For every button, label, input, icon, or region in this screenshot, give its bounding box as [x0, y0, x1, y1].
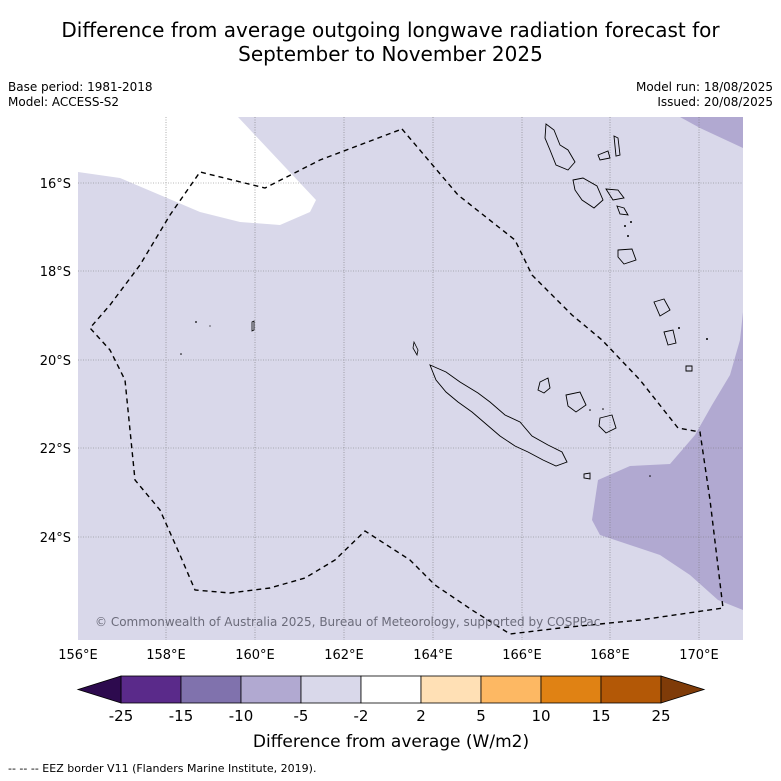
lon-tick-label: 166°E: [502, 648, 542, 663]
gridlines: [78, 117, 743, 640]
lon-tick-label: 164°E: [413, 648, 453, 663]
chesterfield-reef: [251, 320, 255, 332]
lat-tick-label: 20°S: [40, 354, 71, 369]
epi-island: [616, 205, 629, 216]
colorbar-label: -25: [109, 707, 134, 725]
efate-island: [617, 248, 637, 265]
colorbar-swatch: [120, 675, 182, 704]
colorbar-title: Difference from average (W/m2): [253, 732, 529, 752]
ambrym-island: [605, 188, 625, 201]
lat-axis: 16°S 18°S 20°S 22°S 24°S: [40, 177, 71, 546]
colorbar-label: 5: [476, 707, 486, 725]
pentecost-island: [613, 135, 621, 157]
espiritu-santo-island: [544, 123, 576, 171]
anomaly-field-moderate-se: [592, 312, 743, 610]
lon-tick-label: 170°E: [679, 648, 719, 663]
colorbar-label: -10: [229, 707, 254, 725]
anomaly-field-neutral: [78, 117, 316, 225]
colorbar-under-arrow: [76, 675, 122, 704]
aneityum-island: [685, 365, 693, 372]
colorbar-label: -15: [169, 707, 194, 725]
colorbar-swatch: [420, 675, 482, 704]
lifou-island: [565, 391, 587, 413]
erromango-island: [653, 298, 671, 317]
colorbar: [76, 675, 706, 704]
tanna-island: [663, 329, 677, 346]
title-line-2: September to November 2025: [238, 42, 543, 66]
mare-island: [598, 414, 617, 434]
colorbar-swatch: [540, 675, 602, 704]
lon-tick-label: 160°E: [235, 648, 275, 663]
lon-tick-label: 156°E: [58, 648, 98, 663]
anomaly-field-moderate-ne: [680, 117, 743, 148]
colorbar-label: 10: [531, 707, 550, 725]
colorbar-label: -2: [354, 707, 369, 725]
chart-title: Difference from average outgoing longwav…: [0, 18, 781, 66]
new-caledonia-island: [429, 364, 568, 467]
colorbar-labels: -25 -15 -10 -5 -2 2 5 10 15 25: [109, 707, 671, 725]
model-name: Model: ACCESS-S2: [8, 95, 120, 109]
meta-left: Base period: 1981-2018 Model: ACCESS-S2: [8, 80, 153, 110]
eez-legend-note: -- -- -- EEZ border V11 (Flanders Marine…: [8, 762, 317, 775]
model-run: Model run: 18/08/2025: [635, 80, 773, 94]
issued-date: Issued: 20/08/2025: [657, 95, 773, 109]
small-islands: [180, 221, 708, 477]
lon-tick-label: 162°E: [324, 648, 364, 663]
lon-tick-label: 158°E: [146, 648, 186, 663]
lon-axis: 156°E 158°E 160°E 162°E 164°E 166°E 168°…: [58, 648, 719, 663]
maewo-island: [597, 150, 611, 161]
belep-islands: [412, 340, 419, 357]
colorbar-swatch: [300, 675, 362, 704]
map-plot-area: © Commonwealth of Australia 2025, Bureau…: [78, 117, 743, 640]
malekula-island: [572, 177, 604, 209]
colorbar-swatch: [360, 675, 422, 704]
copyright-notice: © Commonwealth of Australia 2025, Bureau…: [95, 615, 600, 629]
colorbar-swatch: [180, 675, 242, 704]
base-period: Base period: 1981-2018: [8, 80, 153, 94]
colorbar-swatch: [480, 675, 542, 704]
isle-of-pines: [583, 472, 591, 480]
colorbar-swatch: [600, 675, 662, 704]
colorbar-swatch: [240, 675, 302, 704]
colorbar-label: 25: [651, 707, 670, 725]
lat-tick-label: 22°S: [40, 442, 71, 457]
colorbar-label: 15: [591, 707, 610, 725]
meta-right: Model run: 18/08/2025 Issued: 20/08/2025: [636, 80, 773, 110]
eez-border: [89, 128, 724, 635]
lat-tick-label: 18°S: [40, 265, 71, 280]
colorbar-over-arrow: [660, 675, 706, 704]
lon-tick-label: 168°E: [590, 648, 630, 663]
lat-tick-label: 16°S: [40, 177, 71, 192]
colorbar-label: -5: [294, 707, 309, 725]
colorbar-label: 2: [416, 707, 426, 725]
title-line-1: Difference from average outgoing longwav…: [61, 18, 720, 42]
ouvea-island: [537, 377, 551, 394]
lat-tick-label: 24°S: [40, 531, 71, 546]
